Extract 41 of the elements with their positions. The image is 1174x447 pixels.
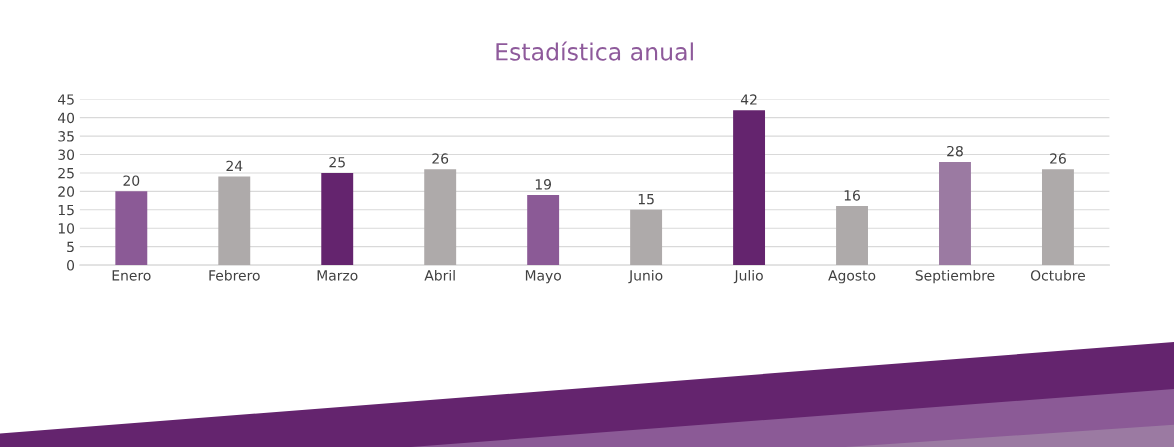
bar — [527, 195, 560, 266]
y-tick-label: 25 — [58, 167, 74, 179]
data-label: 42 — [740, 94, 757, 105]
data-label: 26 — [432, 153, 449, 164]
data-label: 15 — [638, 194, 654, 205]
y-tick-label: 35 — [58, 131, 74, 142]
bar — [630, 209, 663, 266]
y-tick-label: 15 — [58, 204, 74, 216]
x-tick-label: Marzo — [317, 270, 358, 281]
x-tick-label: Abril — [424, 269, 455, 281]
data-label: 25 — [329, 156, 345, 168]
y-tick-label: 0 — [67, 260, 75, 271]
x-tick-label: Agosto — [828, 270, 876, 284]
y-tick-label: 45 — [57, 94, 74, 105]
y-tick-label: 20 — [58, 186, 75, 197]
x-tick-label: Febrero — [209, 269, 260, 281]
data-label: 16 — [844, 190, 860, 201]
bar — [1041, 169, 1074, 266]
y-tick-label: 40 — [57, 112, 75, 124]
data-label: 24 — [226, 160, 243, 171]
y-tick-label: 10 — [58, 223, 75, 234]
x-tick-label: Junio — [628, 269, 663, 284]
bar — [939, 161, 971, 266]
bar — [424, 169, 457, 266]
x-tick-label: Mayo — [525, 270, 561, 284]
data-label: 19 — [535, 179, 552, 190]
x-tick-label: Septiembre — [915, 269, 995, 284]
bar — [836, 206, 868, 266]
x-tick-label: Julio — [733, 269, 763, 284]
y-tick-label: 30 — [58, 149, 75, 160]
data-label: 26 — [1050, 153, 1066, 164]
bar — [321, 172, 354, 266]
chart-title: Estadística anual — [496, 41, 693, 61]
data-label: 20 — [123, 175, 140, 186]
bar — [218, 176, 251, 266]
bar — [733, 110, 766, 266]
y-tick-label: 5 — [67, 241, 74, 253]
x-tick-label: Octubre — [1030, 269, 1085, 281]
x-tick-label: Enero — [112, 270, 151, 281]
bar — [115, 191, 148, 266]
data-label: 28 — [947, 145, 963, 157]
